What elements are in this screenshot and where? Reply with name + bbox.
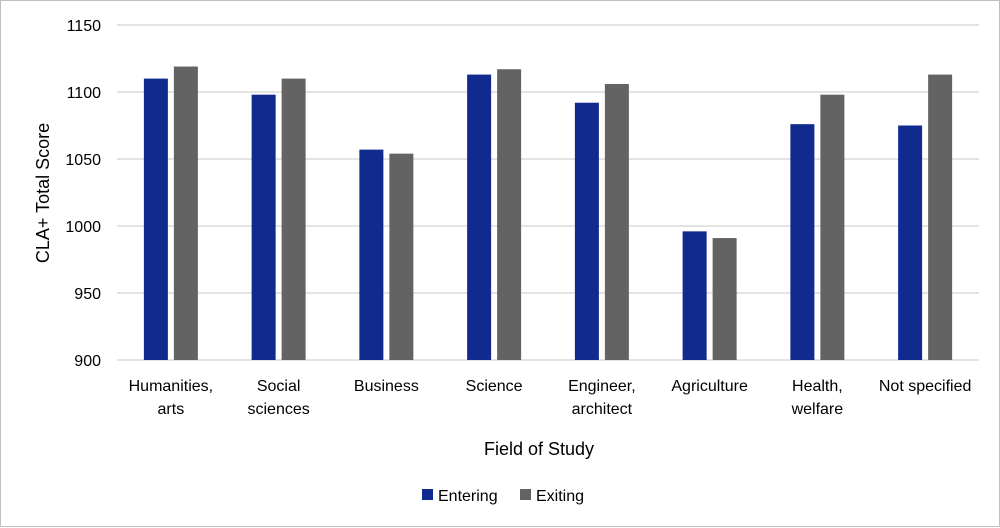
x-tick-label: sciences [248,401,310,418]
y-tick-labels: 900 950 1000 1050 1100 1150 [65,18,101,370]
y-tick-label: 900 [74,353,101,370]
y-tick-label: 1150 [67,18,102,35]
bar-exiting [497,69,522,360]
x-tick-label: Health, [792,378,843,395]
bar-exiting [173,66,198,360]
bar-exiting [928,74,953,360]
bar-entering [574,102,599,360]
bar-entering [682,231,707,360]
x-axis-title: Field of Study [484,439,594,459]
bar-exiting [281,78,306,360]
y-tick-label: 1100 [67,85,102,102]
bar-entering [467,74,492,360]
legend-swatch-exiting [520,489,531,500]
gridlines [117,24,979,361]
y-axis-title: CLA+ Total Score [33,123,53,263]
x-tick-label: Engineer, [568,378,636,395]
bars [143,66,953,361]
y-tick-label: 950 [74,286,101,303]
legend-swatch-entering [422,489,433,500]
x-tick-label: welfare [791,401,844,418]
x-tick-label: Humanities, [129,378,213,395]
bar-exiting [389,153,414,360]
legend-label-exiting: Exiting [536,488,584,505]
x-tick-label: Not specified [879,378,972,395]
bar-entering [898,125,923,360]
x-tick-label: arts [158,401,185,418]
x-tick-label: architect [572,401,633,418]
x-tick-label: Agriculture [671,378,748,395]
x-tick-labels: Humanities, arts Social sciences Business Sci… [129,378,972,418]
bar-entering [143,78,168,360]
legend: Entering Exiting [422,488,584,505]
y-tick-label: 1050 [65,152,101,169]
bar-entering [790,124,815,360]
bar-exiting [820,94,845,361]
bar-exiting [712,238,737,360]
x-tick-label: Social [257,378,301,395]
y-tick-label: 1000 [65,219,101,236]
bar-entering [359,149,384,360]
x-tick-label: Science [466,378,523,395]
bar-entering [251,94,276,361]
legend-label-entering: Entering [438,488,498,505]
bar-exiting [604,83,629,361]
x-tick-label: Business [354,378,419,395]
